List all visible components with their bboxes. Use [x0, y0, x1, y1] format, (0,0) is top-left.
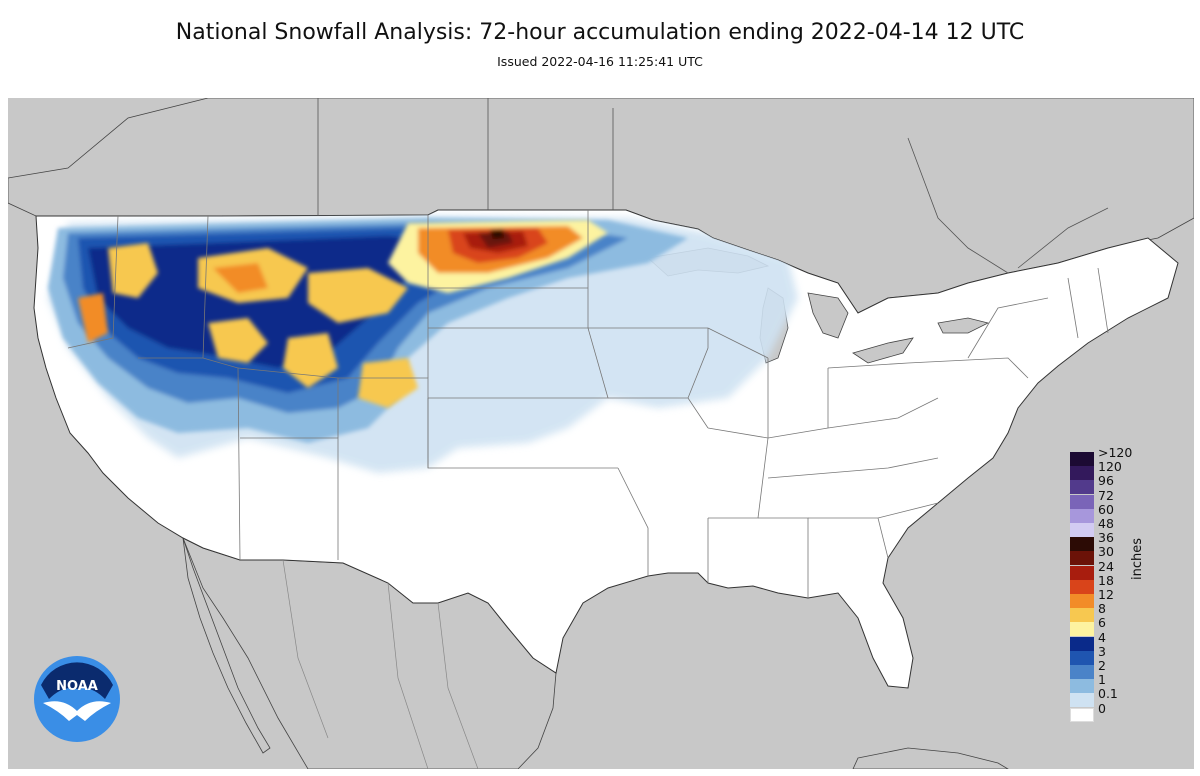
- legend-swatch: [1070, 565, 1094, 580]
- cuba-island: [852, 747, 1009, 769]
- legend-swatch: [1070, 551, 1094, 566]
- legend-swatch: [1070, 508, 1094, 523]
- legend-label: 6: [1098, 615, 1106, 631]
- legend-swatch: [1070, 537, 1094, 552]
- legend-label: 8: [1098, 601, 1106, 617]
- legend-label: 18: [1098, 572, 1114, 588]
- legend-label: >120: [1098, 445, 1133, 460]
- legend-label: 24: [1098, 558, 1114, 574]
- legend-colorbar: [1070, 452, 1094, 722]
- legend-swatch: [1070, 650, 1094, 665]
- legend-label: 96: [1098, 473, 1114, 489]
- legend-swatch: [1070, 679, 1094, 694]
- noaa-logo-text: NOAA: [56, 679, 98, 694]
- mexico-borders: [282, 559, 479, 769]
- legend-swatch: [1070, 608, 1094, 623]
- snowfall-field: [48, 216, 798, 473]
- map-title: National Snowfall Analysis: 72-hour accu…: [175, 20, 1025, 45]
- legend-label: 3: [1098, 643, 1106, 659]
- legend-label: 36: [1098, 530, 1114, 546]
- legend-swatch: [1070, 665, 1094, 679]
- legend-swatch: [1070, 622, 1094, 637]
- legend-label: 0: [1098, 700, 1106, 716]
- legend-swatch: [1070, 707, 1094, 722]
- legend-label: 48: [1098, 516, 1114, 531]
- legend-units: inches: [1130, 537, 1145, 580]
- legend-label: 60: [1098, 501, 1114, 517]
- legend-label: 0.1: [1098, 686, 1118, 702]
- legend-label: 4: [1098, 629, 1106, 645]
- legend-swatch: [1070, 494, 1094, 509]
- legend-label: 72: [1098, 487, 1114, 503]
- province-borders: [317, 98, 1109, 274]
- legend-swatch: [1070, 594, 1094, 608]
- legend-label: 30: [1098, 544, 1114, 560]
- baja-peninsula: [182, 537, 271, 754]
- legend-label: 12: [1098, 587, 1114, 602]
- legend-swatch: [1070, 523, 1094, 537]
- legend-swatch: [1070, 466, 1094, 481]
- legend-swatch: [1070, 636, 1094, 651]
- map-subtitle: Issued 2022-04-16 11:25:41 UTC: [497, 54, 703, 69]
- legend-swatch: [1070, 579, 1094, 594]
- legend-label: 1: [1098, 672, 1106, 688]
- state-borders: [67, 210, 1109, 598]
- noaa-logo-icon: NOAA: [34, 656, 120, 742]
- legend-swatch: [1070, 693, 1094, 708]
- legend-label: 2: [1098, 658, 1106, 673]
- snowfall-map: [8, 98, 1194, 769]
- legend-swatch: [1070, 452, 1094, 466]
- legend-swatch: [1070, 480, 1094, 495]
- legend-label: 120: [1098, 459, 1122, 475]
